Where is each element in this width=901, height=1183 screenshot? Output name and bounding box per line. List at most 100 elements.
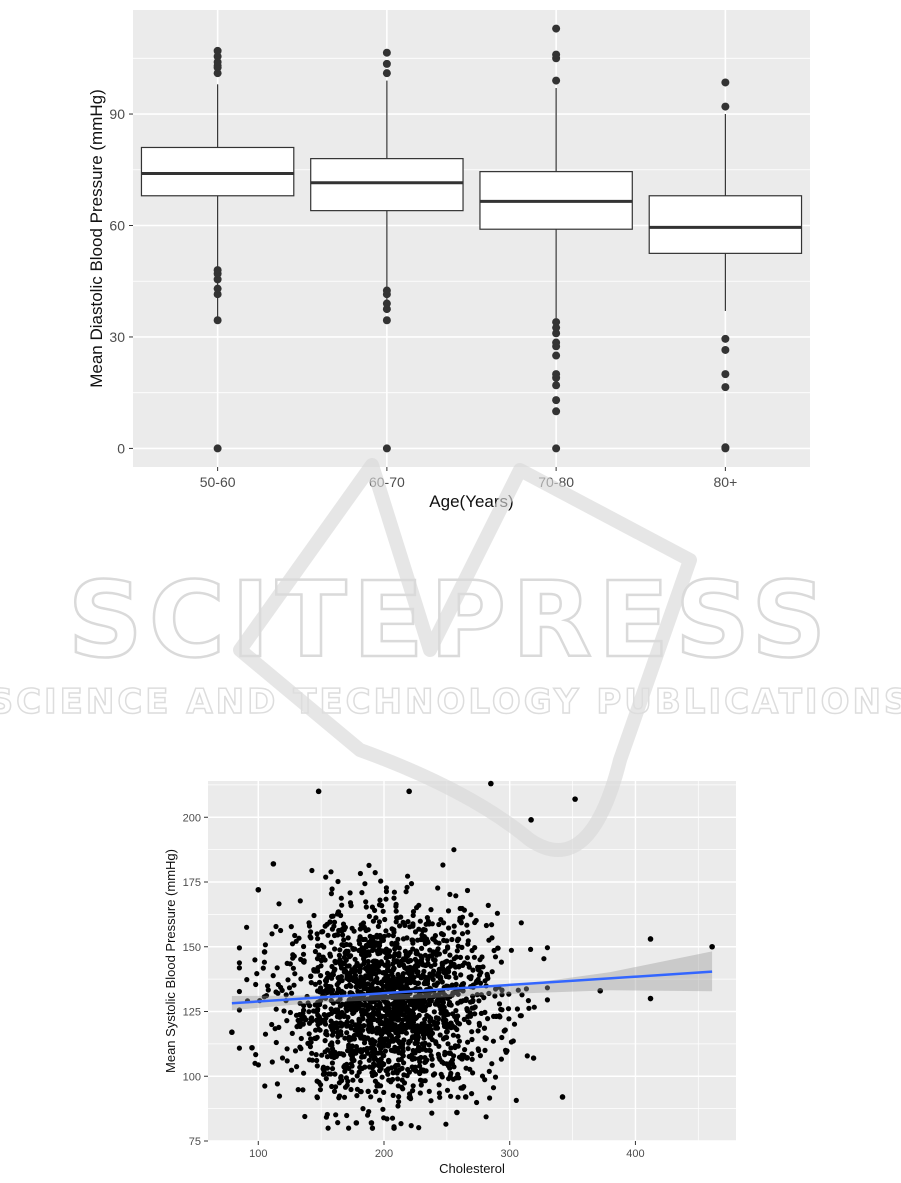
scatter-point (316, 1014, 322, 1020)
scatter-point (416, 1012, 422, 1019)
scatter-point (444, 1087, 451, 1093)
scatter-point (316, 979, 323, 986)
scatter-point (371, 958, 377, 964)
scatter-point (393, 1036, 399, 1042)
scatter-point (437, 966, 443, 972)
scatter-point (361, 1054, 367, 1060)
scatter-point (422, 1078, 428, 1084)
scatter-point (351, 928, 357, 934)
outlier-point (213, 266, 222, 275)
scatter-point (354, 1093, 360, 1099)
scatter-point (385, 966, 391, 973)
outlier-point (721, 334, 730, 343)
scatter-point (334, 1014, 340, 1020)
scatter-point (443, 1024, 449, 1030)
scatter-point (391, 1125, 397, 1131)
scatter-point (544, 997, 551, 1003)
scatter-point (433, 1022, 439, 1028)
scatter-point (368, 1040, 374, 1046)
watermark-tagline: SCIENCE AND TECHNOLOGY PUBLICATIONS (0, 682, 901, 722)
scatter-point (429, 1062, 435, 1068)
scatter-point (340, 921, 347, 927)
scatter-point (353, 976, 359, 982)
scatter-point (296, 1019, 303, 1025)
scatter-point (453, 893, 459, 899)
scatter-point (333, 1053, 339, 1059)
scatter-point (236, 945, 242, 951)
scatter-point (322, 1004, 328, 1010)
scatter-point (341, 954, 347, 961)
scatter-point (396, 950, 402, 957)
scatter-point (497, 1014, 503, 1020)
scatter-point (380, 1027, 386, 1034)
scatter-point (309, 867, 315, 874)
scatter-point (374, 1002, 380, 1008)
scatter-point (398, 914, 404, 920)
box-60-70 (310, 48, 464, 453)
scatter-point (322, 1038, 328, 1044)
scatter-point (340, 1021, 346, 1027)
scatter-point (261, 949, 268, 955)
scatter-point (317, 1087, 323, 1093)
scatter-point (398, 1121, 404, 1127)
scatter-point (338, 965, 345, 971)
scatter-point (390, 1070, 396, 1076)
scatter-point (361, 986, 367, 992)
scatter-point (236, 988, 242, 995)
scatter-point (400, 936, 407, 942)
scatter-point (334, 932, 340, 938)
scatter-point (455, 1043, 461, 1049)
scatter-point (313, 1027, 319, 1033)
scatter-point (341, 937, 347, 943)
scatter-point (333, 1020, 339, 1026)
outlier-point (213, 69, 222, 78)
scatter-point (445, 944, 451, 950)
scatter-point (339, 902, 345, 908)
scatter-point (420, 962, 426, 968)
scatter-point (427, 1026, 433, 1032)
scatter-point (435, 1016, 441, 1022)
scatter-point (345, 935, 351, 941)
scatter-point (405, 1046, 411, 1052)
scatter-point (322, 1021, 329, 1027)
scatter-point (366, 1023, 372, 1029)
scatter-point (314, 956, 321, 962)
scatter-point (466, 974, 472, 980)
scatter-point (426, 1088, 432, 1094)
scatter-point (270, 973, 276, 979)
scatter-point (301, 959, 307, 965)
scatter-point (422, 998, 428, 1005)
scatter-point (369, 965, 375, 972)
scatter-point (361, 955, 367, 961)
scatter-point (360, 920, 367, 926)
scatter-point (523, 986, 530, 992)
scatter-point (386, 932, 392, 938)
scatter-point (315, 943, 321, 949)
scatter-point (436, 1043, 442, 1049)
scatter-point (328, 1006, 334, 1012)
scatter-point (424, 936, 430, 942)
scatter-point (329, 1060, 335, 1066)
scatter-point (393, 1062, 399, 1069)
scatter-point (336, 959, 342, 965)
scatter-point (518, 1013, 524, 1019)
scatter-point (362, 936, 368, 943)
scatter-point (456, 1021, 463, 1027)
scatter-point (413, 948, 419, 954)
scatter-point (345, 1078, 351, 1084)
scatter-point (426, 1042, 432, 1048)
scatter-x-tick-label: 100 (249, 1148, 267, 1160)
scatter-point (353, 1050, 359, 1056)
scatter-point (493, 986, 499, 992)
scatter-x-tick-label: 200 (375, 1148, 393, 1160)
scatter-point (445, 1041, 451, 1047)
scatter-point (341, 1013, 347, 1020)
scatter-point (428, 972, 434, 978)
scatter-point (362, 881, 368, 887)
scatter-point (270, 861, 277, 867)
scatter-point (458, 972, 464, 978)
scatter-point (487, 1095, 493, 1101)
scatter-point (469, 1029, 475, 1035)
scatter-point (369, 1070, 375, 1076)
box-plot-x-tick-label: 50-60 (200, 474, 236, 490)
